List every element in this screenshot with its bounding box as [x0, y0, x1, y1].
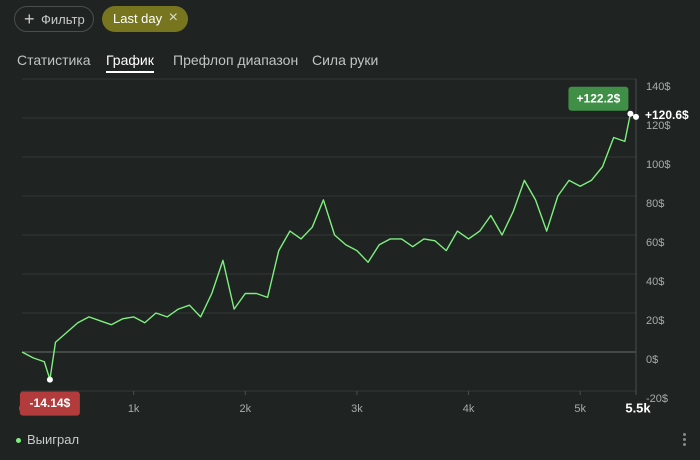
tab[interactable]: Статистика	[17, 52, 91, 68]
y-tick-label: 0$	[646, 354, 658, 366]
tab[interactable]: График	[106, 52, 154, 73]
tab[interactable]: Сила руки	[312, 52, 379, 68]
x-tick-label: 3k	[351, 403, 363, 415]
y-tick-label: 120$	[646, 120, 670, 132]
x-tick-label: 2k	[239, 403, 251, 415]
point-marker	[633, 113, 639, 120]
label-box	[19, 391, 80, 416]
x-tick-label: 1k	[128, 403, 140, 415]
legend-entry[interactable]: Выиграл	[16, 432, 79, 447]
menu-button[interactable]	[683, 433, 686, 448]
y-tick-label: 20$	[646, 315, 664, 327]
filter-button[interactable]: Фильтр	[14, 6, 94, 32]
point-marker	[46, 376, 53, 383]
value-label-box: +122.2$	[568, 86, 629, 111]
x-tick-label: 5.5k	[625, 400, 651, 415]
chart: -20$0$20$40$60$80$100$120$140$01k2k3k4k5…	[19, 78, 689, 416]
y-tick-label: -20$	[646, 393, 668, 405]
x-tick-label: 4k	[463, 403, 475, 415]
y-tick-label: 80$	[646, 198, 664, 210]
value-label: -14.14$	[30, 396, 71, 410]
value-label: +122.2$	[577, 91, 621, 105]
y-tick-label: 60$	[646, 237, 664, 249]
y-tick-label: 40$	[646, 276, 664, 288]
value-label: +120.6$	[645, 108, 689, 122]
x-tick-label: 5k	[574, 403, 586, 415]
filter-chip[interactable]: Last day	[102, 5, 188, 32]
tab[interactable]: Префлоп диапазон	[173, 52, 299, 68]
y-tick-label: 140$	[646, 81, 670, 93]
label-box	[568, 86, 629, 111]
y-tick-label: 100$	[646, 159, 670, 171]
value-label-box: -14.14$	[19, 391, 80, 416]
point-marker	[627, 110, 634, 117]
line	[21, 113, 637, 381]
